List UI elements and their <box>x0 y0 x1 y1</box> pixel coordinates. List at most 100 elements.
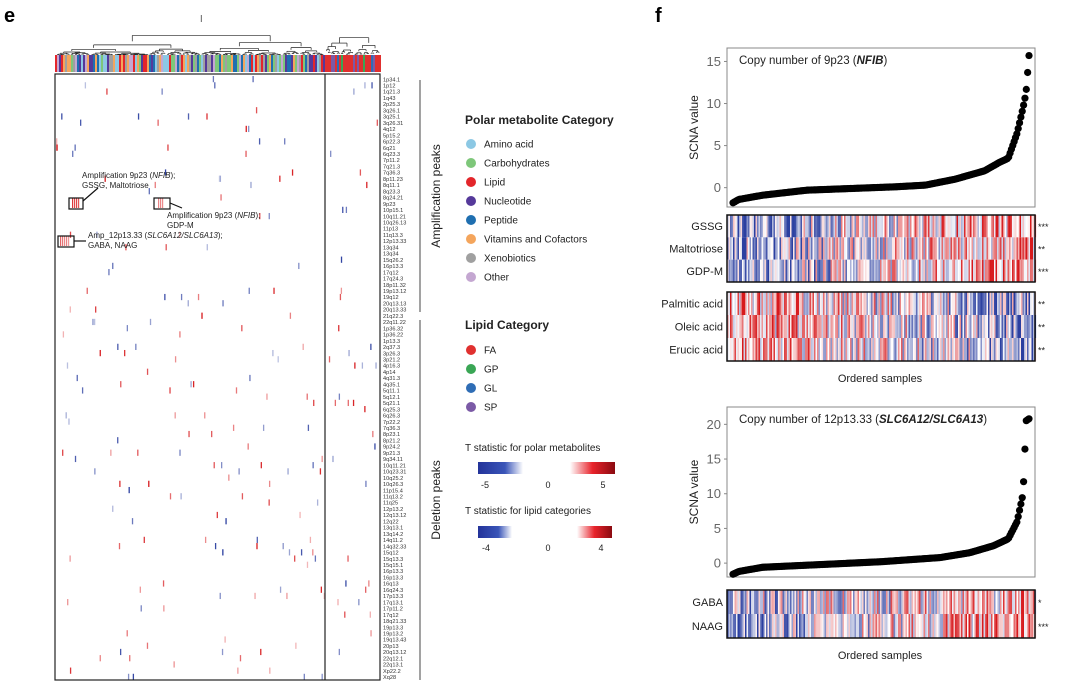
heatmap-stripe <box>914 614 917 638</box>
heatmap-stripe <box>787 315 789 338</box>
heatmap-stripe <box>931 315 933 338</box>
heatmap-stripe <box>731 614 734 638</box>
heatmap-stripe <box>947 215 950 238</box>
heatmap-stripe <box>989 237 992 260</box>
heatmap-stripe <box>983 590 986 614</box>
heatmap-stripe <box>910 614 912 638</box>
heatmap-stripe <box>1024 590 1026 614</box>
heatmap-stripe <box>728 237 731 260</box>
heatmap-cell <box>132 673 135 680</box>
heatmap-cell <box>256 536 258 544</box>
heatmap-stripe <box>956 315 959 338</box>
heatmap-stripe <box>998 614 1001 638</box>
heatmap-stripe <box>964 237 966 260</box>
heatmap-stripe <box>871 215 873 238</box>
heatmap-stripe <box>985 590 987 614</box>
heatmap-stripe <box>968 237 971 260</box>
heatmap-cell <box>204 412 206 419</box>
heatmap-stripe <box>911 292 914 315</box>
heatmap-cell <box>161 88 163 95</box>
heatmap-stripe <box>736 259 738 282</box>
heatmap-stripe <box>802 237 804 260</box>
annotation-segment: ); <box>256 211 261 220</box>
heatmap-stripe <box>748 215 750 238</box>
heatmap-stripe <box>784 315 786 338</box>
heatmap-stripe <box>982 590 984 614</box>
heatmap-stripe <box>796 237 798 260</box>
category-swatch <box>225 55 227 72</box>
peak-label: 8q24.21 <box>383 196 403 202</box>
heatmap-stripe <box>997 315 999 338</box>
y-tick-label: 15 <box>707 54 721 69</box>
heatmap-stripe <box>1012 338 1014 361</box>
heatmap-stripe <box>823 215 825 238</box>
heatmap-stripe <box>884 338 887 361</box>
heatmap-stripe <box>769 338 771 361</box>
heatmap-stripe <box>961 315 963 338</box>
heatmap-stripe <box>728 292 731 315</box>
heatmap-stripe <box>796 292 798 315</box>
heatmap-stripe <box>884 215 887 238</box>
heatmap-stripe <box>805 237 807 260</box>
heatmap-stripe <box>961 259 963 282</box>
heatmap-stripe <box>970 315 972 338</box>
category-swatch <box>165 55 167 72</box>
heatmap-stripe <box>742 590 744 614</box>
heatmap-stripe <box>848 292 851 315</box>
heatmap-stripe <box>775 237 777 260</box>
heatmap-stripe <box>841 315 843 338</box>
heatmap-stripe <box>920 215 923 238</box>
heatmap-cell <box>164 293 166 301</box>
heatmap-stripe <box>991 315 993 338</box>
heatmap-stripe <box>776 259 779 282</box>
heatmap-stripe <box>958 215 960 238</box>
heatmap-stripe <box>1010 259 1013 282</box>
heatmap-stripe <box>815 215 818 238</box>
heatmap-cell <box>110 449 112 456</box>
heatmap-stripe <box>845 315 848 338</box>
heatmap-stripe <box>929 259 932 282</box>
category-swatch <box>171 55 173 72</box>
heatmap-stripe <box>1021 292 1023 315</box>
heatmap-stripe <box>923 215 926 238</box>
heatmap-stripe <box>1004 614 1007 638</box>
heatmap-stripe <box>808 292 810 315</box>
heatmap-stripe <box>844 614 846 638</box>
heatmap-stripe <box>761 590 764 614</box>
heatmap-stripe <box>914 237 917 260</box>
heatmap-stripe <box>1000 259 1002 282</box>
heatmap-stripe <box>767 259 770 282</box>
heatmap-stripe <box>839 614 842 638</box>
heatmap-stripe <box>764 259 767 282</box>
peak-label: 9p21.3 <box>383 451 400 457</box>
heatmap-stripe <box>754 292 756 315</box>
heatmap-stripe <box>905 292 908 315</box>
heatmap-cell <box>268 212 270 220</box>
heatmap-stripe <box>742 315 744 338</box>
heatmap-stripe <box>761 292 764 315</box>
heatmap-stripe <box>902 338 905 361</box>
heatmap-stripe <box>992 237 995 260</box>
heatmap-stripe <box>919 590 921 614</box>
heatmap-stripe <box>808 338 810 361</box>
category-swatch <box>167 55 169 72</box>
heatmap-stripe <box>1003 237 1005 260</box>
heatmap-cell <box>298 262 300 270</box>
heatmap-stripe <box>811 590 813 614</box>
heatmap-stripe <box>799 315 801 338</box>
heatmap-stripe <box>992 338 995 361</box>
annotation-box <box>68 197 84 210</box>
heatmap-stripe <box>845 237 848 260</box>
heatmap-stripe <box>904 292 906 315</box>
heatmap-stripe <box>764 237 767 260</box>
heatmap-cell <box>212 76 215 83</box>
heatmap-stripe <box>752 292 755 315</box>
heatmap-stripe <box>841 338 843 361</box>
heatmap-stripe <box>1009 292 1011 315</box>
heatmap-stripe <box>917 338 920 361</box>
heatmap-stripe <box>1019 338 1022 361</box>
annotation-text: Amplification 9p23 (NFIB); <box>167 211 260 220</box>
heatmap-stripe <box>997 215 999 238</box>
heatmap-stripe <box>980 215 983 238</box>
